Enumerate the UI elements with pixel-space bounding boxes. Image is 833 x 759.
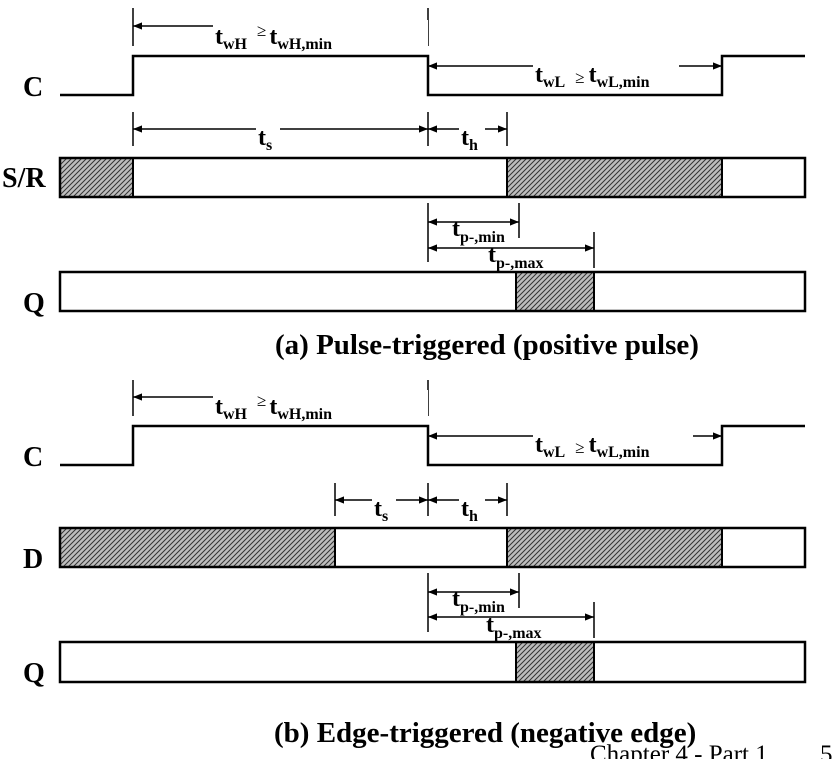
output-bus-a — [58, 270, 807, 313]
svg-text:ts: ts — [374, 496, 388, 525]
label-setup-a: ts — [256, 124, 280, 154]
output-bus-b — [58, 640, 807, 684]
signal-label-input: S/R — [2, 163, 46, 194]
label-width-high-b: twH≥ twH,min — [213, 390, 428, 423]
panel-b-caption: (b) Edge-triggered (negative edge) — [274, 717, 696, 749]
svg-text:th: th — [461, 125, 478, 154]
signal-label-output: Q — [23, 658, 45, 689]
signal-label-output: Q — [23, 288, 45, 319]
panel-a: C S/R Q twH≥ twH,min twL ≥ twL,min ts th tp… — [2, 8, 807, 361]
signal-label-clock: C — [23, 72, 43, 103]
svg-text:twH≥twH,min: twH≥ twH,min — [215, 391, 332, 423]
svg-text:tp-,min: tp-,min — [452, 216, 505, 246]
label-width-low-b: twL ≥ twL,min — [533, 430, 693, 461]
label-prop-max-a: tp-,max — [488, 242, 544, 272]
invalid-region — [507, 528, 722, 567]
svg-text:twL≥twL,min: twL ≥ twL,min — [535, 62, 650, 91]
label-hold-a: th — [459, 124, 485, 154]
footer-chapter: Chapter 4 - Part 1 — [590, 741, 768, 759]
svg-text:twL≥twL,min: twL ≥ twL,min — [535, 432, 650, 461]
svg-text:tp-,min: tp-,min — [452, 586, 505, 616]
label-prop-min-a: tp-,min — [452, 216, 505, 246]
input-bus-b — [58, 526, 807, 569]
panel-b: C D Q twH≥ twH,min twL ≥ twL,min ts th tp-,… — [23, 380, 807, 749]
invalid-region — [507, 158, 722, 197]
label-width-high-a: twH≥ twH,min — [213, 20, 428, 53]
svg-text:th: th — [461, 496, 478, 525]
label-prop-max-b: tp-,max — [486, 612, 542, 642]
svg-text:ts: ts — [258, 125, 272, 154]
signal-label-clock: C — [23, 442, 43, 473]
transition-region — [516, 272, 594, 311]
clock-waveform-b — [60, 424, 805, 467]
label-width-low-a: twL ≥ twL,min — [533, 60, 679, 91]
panel-a-caption: (a) Pulse-triggered (positive pulse) — [275, 329, 699, 361]
signal-label-input: D — [23, 544, 43, 575]
svg-text:tp-,max: tp-,max — [488, 242, 544, 272]
label-hold-b: th — [459, 495, 485, 525]
clock-waveform-a — [60, 54, 805, 97]
svg-text:tp-,max: tp-,max — [486, 612, 542, 642]
svg-text:twH≥twH,min: twH≥ twH,min — [215, 21, 332, 53]
footer-page-number: 5 — [820, 741, 833, 759]
label-prop-min-b: tp-,min — [452, 586, 505, 616]
input-bus-a — [58, 156, 807, 199]
invalid-region — [60, 158, 133, 197]
label-setup-b: ts — [372, 495, 396, 525]
invalid-region — [60, 528, 335, 567]
transition-region — [516, 642, 594, 682]
